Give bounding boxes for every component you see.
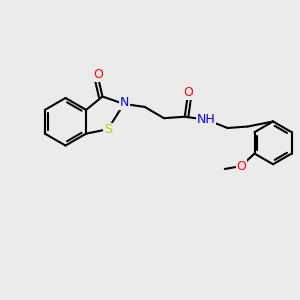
Text: S: S	[104, 123, 112, 136]
Text: NH: NH	[197, 112, 216, 126]
Text: O: O	[183, 86, 193, 99]
Text: O: O	[236, 160, 246, 172]
Text: O: O	[93, 68, 103, 81]
Text: N: N	[120, 96, 129, 109]
